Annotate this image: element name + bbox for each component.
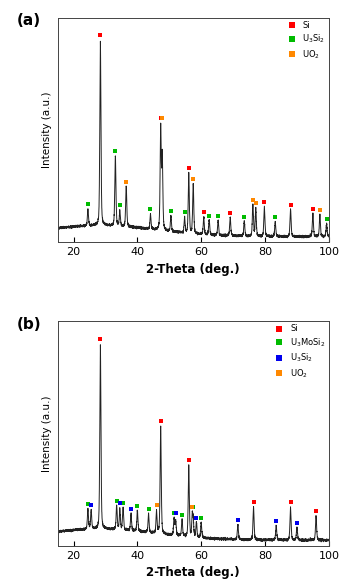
Text: (b): (b) <box>17 316 42 332</box>
Legend: Si, U$_3$Si$_2$, UO$_2$: Si, U$_3$Si$_2$, UO$_2$ <box>282 19 327 62</box>
Legend: Si, U$_3$MoSi$_2$, U$_3$Si$_2$, UO$_2$: Si, U$_3$MoSi$_2$, U$_3$Si$_2$, UO$_2$ <box>269 323 327 382</box>
Text: (a): (a) <box>17 13 41 28</box>
Y-axis label: Intensity (a.u.): Intensity (a.u.) <box>42 395 52 472</box>
X-axis label: 2-Theta (deg.): 2-Theta (deg.) <box>146 566 240 579</box>
X-axis label: 2-Theta (deg.): 2-Theta (deg.) <box>146 263 240 276</box>
Y-axis label: Intensity (a.u.): Intensity (a.u.) <box>42 92 52 168</box>
